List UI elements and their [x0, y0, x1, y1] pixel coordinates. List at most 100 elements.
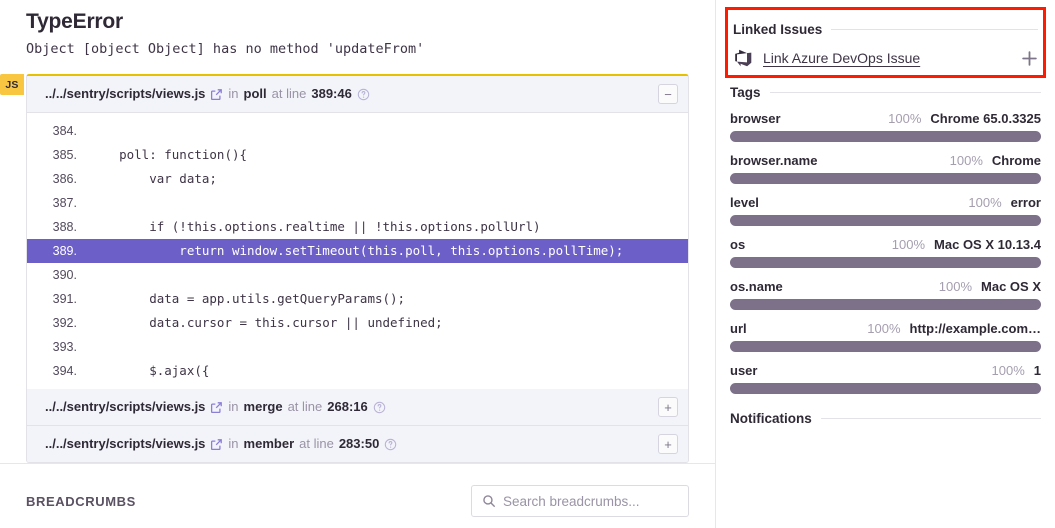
tag-key[interactable]: os.name [730, 279, 783, 294]
stackframe-function: merge [243, 399, 283, 414]
stackframe-header[interactable]: ../../sentry/scripts/views.js in member … [27, 426, 688, 462]
line-source: return window.setTimeout(this.poll, this… [89, 243, 624, 258]
code-line: 386. var data; [27, 167, 688, 191]
tag-detail: 100% Mac OS X 10.13.4 [892, 237, 1041, 252]
line-number: 388. [52, 220, 77, 234]
error-header: TypeError Object [object Object] has no … [0, 0, 715, 60]
tag-value[interactable]: Mac OS X 10.13.4 [934, 237, 1041, 252]
tag-distribution-bar[interactable] [730, 383, 1041, 394]
stackframe-filename[interactable]: ../../sentry/scripts/views.js [45, 399, 206, 414]
tag-percent: 100% [968, 195, 1002, 210]
breadcrumbs-search[interactable] [471, 485, 689, 517]
stackframe-header[interactable]: ../../sentry/scripts/views.js in merge a… [27, 389, 688, 426]
page-title: TypeError [26, 10, 124, 33]
line-number: 386. [52, 172, 77, 186]
link-azure-devops-row[interactable]: Link Azure DevOps Issue [733, 48, 1038, 68]
tag-key[interactable]: url [730, 321, 747, 336]
stackframe-line: 389:46 [311, 86, 352, 101]
line-source: if (!this.options.realtime || !this.opti… [89, 219, 541, 234]
divider [820, 418, 1041, 419]
stackframe-function: member [243, 436, 295, 451]
stackframe-line: 283:50 [338, 436, 380, 451]
collapse-frame-button[interactable]: − [658, 84, 678, 104]
tag-value[interactable]: Chrome [991, 153, 1041, 168]
tag-distribution-bar[interactable] [730, 173, 1041, 184]
line-number: 385. [52, 148, 77, 162]
tag-key[interactable]: browser.name [730, 153, 818, 168]
breadcrumbs-section: BREADCRUMBS [26, 485, 689, 517]
tags-header: Tags [730, 85, 1041, 100]
stackframe-line: 268:16 [327, 399, 368, 414]
tag-detail: 100% http://example.com… [867, 321, 1041, 336]
section-divider [0, 463, 715, 464]
tags-title: Tags [730, 85, 761, 100]
linked-issues-title: Linked Issues [733, 22, 823, 37]
help-circle-icon[interactable] [357, 88, 370, 101]
divider [831, 29, 1038, 30]
tag-distribution-bar[interactable] [730, 215, 1041, 226]
tag-row: os 100% Mac OS X 10.13.4 [730, 237, 1041, 252]
in-label: in [228, 86, 239, 101]
stackframe-code: 384. 385. poll: function(){ 386. var dat… [27, 113, 688, 389]
expand-frame-button[interactable]: + [658, 434, 678, 454]
code-line: 385. poll: function(){ [27, 143, 688, 167]
stackframe-function: poll [243, 86, 267, 101]
tag-value[interactable]: error [1010, 195, 1041, 210]
external-link-icon[interactable] [210, 438, 223, 451]
tag-value[interactable]: Mac OS X [981, 279, 1041, 294]
tag-percent: 100% [891, 237, 926, 252]
line-source: poll: function(){ [89, 147, 248, 162]
linked-issues-highlight: Linked Issues Link Azure DevOps Issue [725, 7, 1046, 78]
line-source: $.ajax({ [89, 363, 210, 378]
platform-badge: JS [0, 74, 24, 95]
tag-item[interactable]: browser.name 100% Chrome [730, 153, 1041, 184]
line-number: 392. [52, 316, 77, 330]
expand-frame-button[interactable]: + [658, 397, 678, 417]
tag-item[interactable]: os.name 100% Mac OS X [730, 279, 1041, 310]
line-number: 390. [52, 268, 77, 282]
stackframe-title: ../../sentry/scripts/views.js in poll at… [45, 86, 658, 102]
link-azure-devops-issue-link[interactable]: Link Azure DevOps Issue [763, 50, 921, 66]
plus-icon[interactable] [1021, 50, 1038, 67]
tag-value[interactable]: http://example.com… [909, 321, 1041, 336]
stackframe-filename[interactable]: ../../sentry/scripts/views.js [45, 436, 206, 451]
tag-item[interactable]: user 100% 1 [730, 363, 1041, 394]
line-number: 393. [52, 340, 77, 354]
tag-key[interactable]: browser [730, 111, 781, 126]
tag-percent: 100% [949, 153, 983, 168]
tag-key[interactable]: user [730, 363, 758, 378]
tag-item[interactable]: os 100% Mac OS X 10.13.4 [730, 237, 1041, 268]
help-circle-icon[interactable] [373, 401, 386, 414]
external-link-icon[interactable] [210, 401, 223, 414]
tag-distribution-bar[interactable] [730, 299, 1041, 310]
tag-row: browser.name 100% Chrome [730, 153, 1041, 168]
tag-key[interactable]: level [730, 195, 759, 210]
tag-detail: 100% 1 [992, 363, 1041, 378]
tag-distribution-bar[interactable] [730, 257, 1041, 268]
tag-item[interactable]: browser 100% Chrome 65.0.3325 [730, 111, 1041, 142]
search-input[interactable] [503, 493, 678, 509]
stackframe-filename[interactable]: ../../sentry/scripts/views.js [45, 86, 206, 101]
stacktrace: JS ../../sentry/scripts/views.js in p [0, 74, 689, 463]
tag-value[interactable]: Chrome 65.0.3325 [930, 111, 1041, 126]
stackframe-title: ../../sentry/scripts/views.js in merge a… [45, 399, 658, 415]
divider [769, 92, 1041, 93]
tag-detail: 100% Mac OS X [939, 279, 1041, 294]
tag-item[interactable]: level 100% error [730, 195, 1041, 226]
tag-value[interactable]: 1 [1033, 363, 1041, 378]
external-link-icon[interactable] [210, 88, 223, 101]
line-source: data.cursor = this.cursor || undefined; [89, 315, 443, 330]
help-circle-icon[interactable] [384, 438, 397, 451]
at-line-label: at line [287, 399, 323, 414]
line-source [89, 119, 688, 143]
tag-distribution-bar[interactable] [730, 131, 1041, 142]
stackframe-header[interactable]: ../../sentry/scripts/views.js in poll at… [27, 76, 688, 113]
tag-row: os.name 100% Mac OS X [730, 279, 1041, 294]
tag-key[interactable]: os [730, 237, 746, 252]
line-source: data = app.utils.getQueryParams(); [89, 291, 406, 306]
tag-detail: 100% error [968, 195, 1041, 210]
tag-distribution-bar[interactable] [730, 341, 1041, 352]
tag-item[interactable]: url 100% http://example.com… [730, 321, 1041, 352]
search-icon [482, 494, 496, 508]
